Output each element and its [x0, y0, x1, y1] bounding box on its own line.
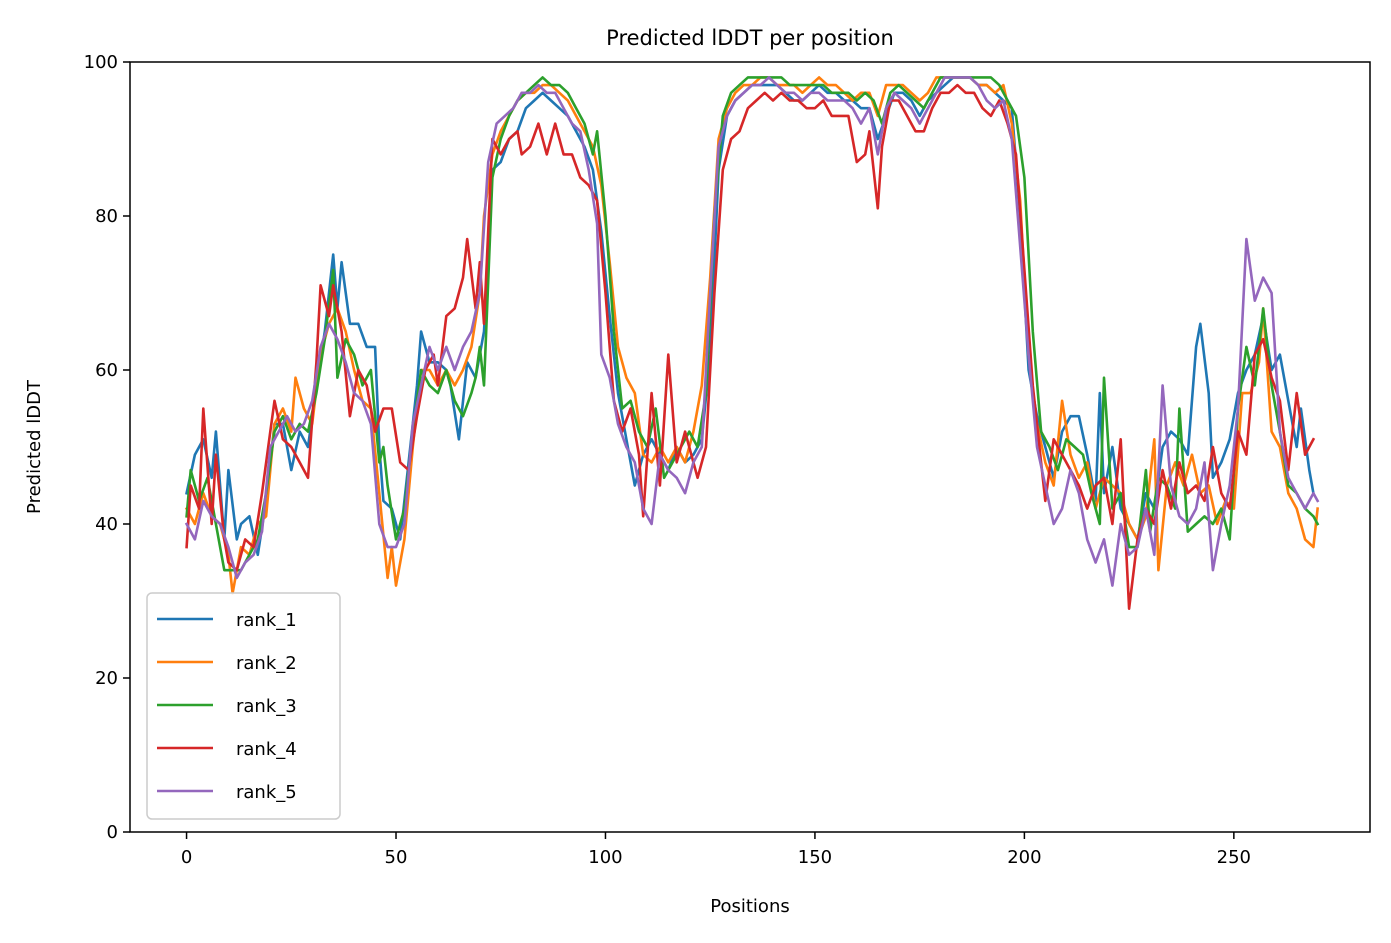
- y-tick-label: 40: [95, 514, 118, 535]
- x-tick-label: 50: [385, 847, 408, 868]
- x-axis-label: Positions: [710, 896, 789, 917]
- x-tick-label: 200: [1007, 847, 1041, 868]
- legend-entry: rank_4: [157, 739, 297, 760]
- chart-title: Predicted lDDT per position: [606, 26, 894, 50]
- x-tick-label: 250: [1217, 847, 1251, 868]
- legend-entry: rank_1: [157, 610, 297, 631]
- x-tick-label: 150: [798, 847, 832, 868]
- y-axis: 0 20 40 60 80 100: [84, 52, 130, 843]
- x-tick-label: 100: [588, 847, 622, 868]
- legend-label: rank_4: [236, 739, 297, 760]
- legend-label: rank_5: [236, 782, 297, 803]
- legend-box: [146, 592, 341, 820]
- y-tick-label: 60: [95, 360, 118, 381]
- x-axis: 0 50 100 150 200 250: [181, 832, 1251, 868]
- plot-area: [184, 76, 1320, 611]
- legend-entry: rank_2: [157, 653, 297, 674]
- y-axis-label: Predicted lDDT: [24, 379, 45, 514]
- legend-label: rank_1: [236, 610, 297, 631]
- x-tick-label: 0: [181, 847, 192, 868]
- series-line-rank-5: [184, 76, 1320, 587]
- y-tick-label: 0: [107, 822, 118, 843]
- legend-label: rank_2: [236, 653, 297, 674]
- legend: rank_1 rank_2 rank_3 rank_4 rank_5: [146, 592, 341, 820]
- series-line-rank-4: [185, 83, 1316, 611]
- y-tick-label: 80: [95, 206, 118, 227]
- plot-frame: [129, 61, 1371, 833]
- legend-label: rank_3: [236, 696, 297, 717]
- legend-entry: rank_5: [157, 782, 297, 803]
- legend-entry: rank_3: [157, 696, 297, 717]
- y-tick-label: 20: [95, 668, 118, 689]
- series-line-rank-3: [185, 76, 1320, 572]
- y-tick-label: 100: [84, 52, 118, 73]
